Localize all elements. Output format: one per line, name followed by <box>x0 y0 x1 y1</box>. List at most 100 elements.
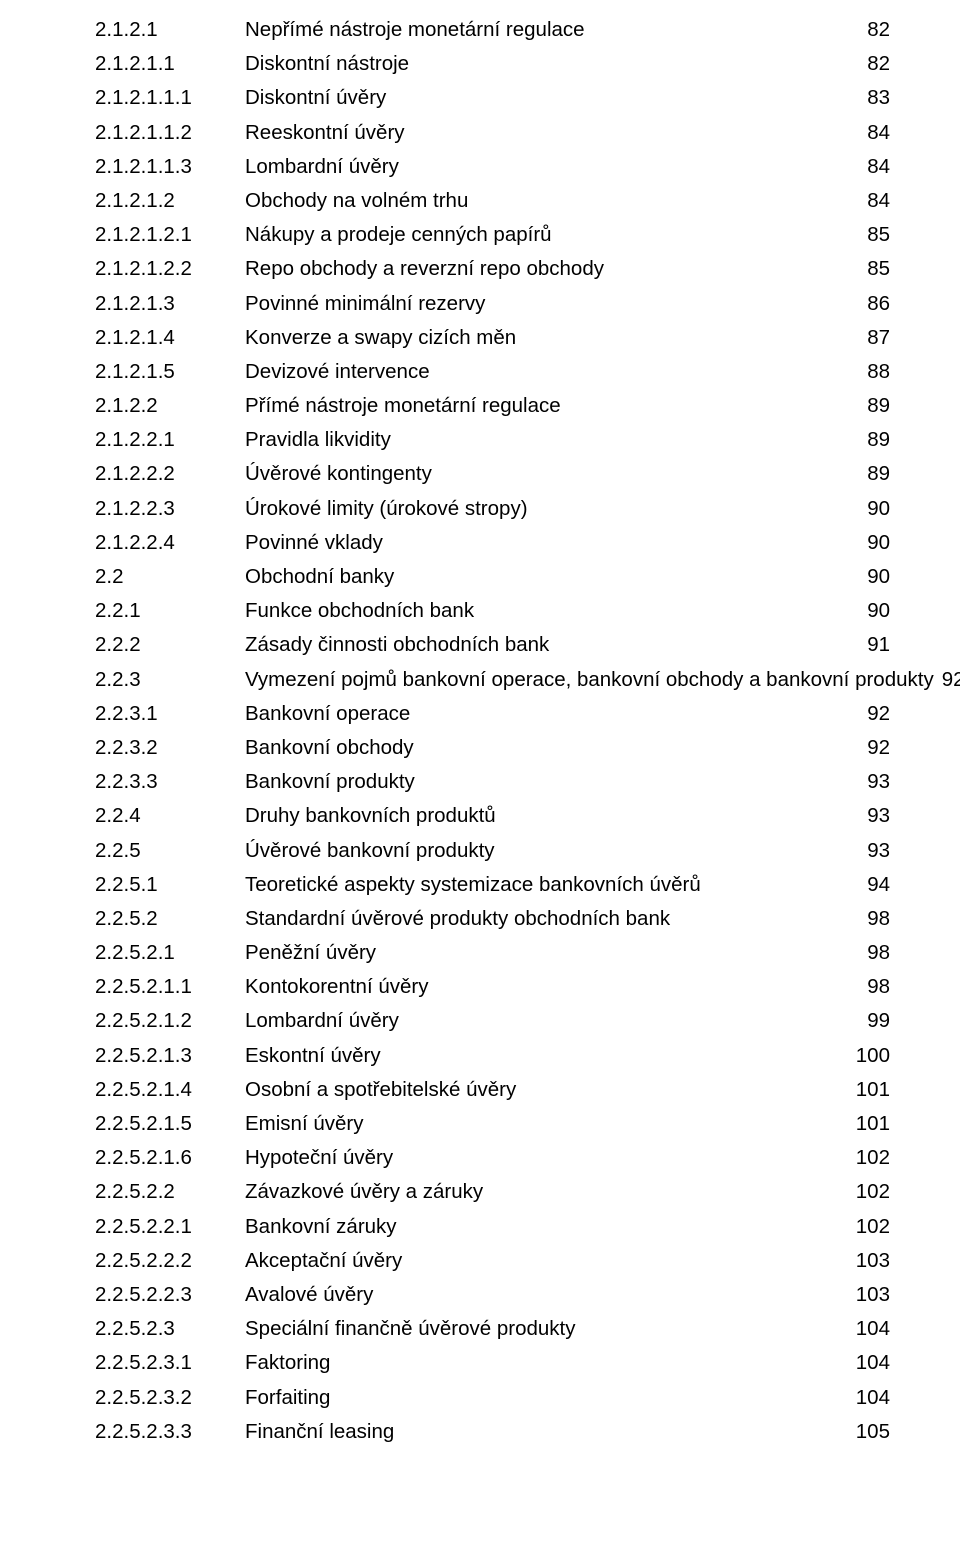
toc-section-number: 2.2.5.2 <box>95 909 245 930</box>
toc-row: 2.2.5.2.2Závazkové úvěry a záruky102 <box>95 1182 890 1203</box>
toc-row: 2.2.5.1Teoretické aspekty systemizace ba… <box>95 875 890 896</box>
toc-page-number: 103 <box>852 1285 890 1306</box>
toc-row: 2.1.2.1Nepřímé nástroje monetární regula… <box>95 20 890 41</box>
toc-section-title: Forfaiting <box>245 1388 330 1409</box>
toc-section-title: Bankovní obchody <box>245 738 414 759</box>
toc-section-title: Diskontní úvěry <box>245 88 386 109</box>
toc-page-number: 84 <box>863 191 890 212</box>
toc-page-number: 86 <box>863 294 890 315</box>
toc-row: 2.2.3.3Bankovní produkty93 <box>95 772 890 793</box>
toc-section-title: Bankovní operace <box>245 704 410 725</box>
toc-page-number: 98 <box>863 943 890 964</box>
toc-section-number: 2.2.5.2.2.1 <box>95 1217 245 1238</box>
toc-row: 2.1.2.1.1.3Lombardní úvěry84 <box>95 157 890 178</box>
toc-section-number: 2.2 <box>95 567 245 588</box>
toc-section-number: 2.2.3.1 <box>95 704 245 725</box>
toc-section-title: Konverze a swapy cizích měn <box>245 328 516 349</box>
toc-section-title: Emisní úvěry <box>245 1114 363 1135</box>
toc-section-number: 2.1.2.2.2 <box>95 464 245 485</box>
toc-page-number: 90 <box>863 567 890 588</box>
toc-section-title: Akceptační úvěry <box>245 1251 402 1272</box>
toc-page-number: 82 <box>863 54 890 75</box>
toc-section-title: Teoretické aspekty systemizace bankovníc… <box>245 875 701 896</box>
toc-page-number: 104 <box>852 1319 890 1340</box>
toc-section-number: 2.1.2.2.1 <box>95 430 245 451</box>
toc-row: 2.1.2.2.3Úrokové limity (úrokové stropy)… <box>95 499 890 520</box>
toc-section-number: 2.2.5.2.3.1 <box>95 1353 245 1374</box>
toc-row: 2.1.2.1.1.2Reeskontní úvěry84 <box>95 123 890 144</box>
toc-section-title: Funkce obchodních bank <box>245 601 474 622</box>
toc-section-number: 2.2.5.2.1.3 <box>95 1046 245 1067</box>
toc-page-number: 88 <box>863 362 890 383</box>
toc-section-number: 2.1.2.1.1.1 <box>95 88 245 109</box>
toc-page-number: 94 <box>863 875 890 896</box>
toc-section-title: Pravidla likvidity <box>245 430 391 451</box>
toc-row: 2.2.5.2.1.1Kontokorentní úvěry98 <box>95 977 890 998</box>
toc-page-number: 91 <box>863 635 890 656</box>
toc-page-number: 93 <box>863 841 890 862</box>
toc-page-number: 90 <box>863 499 890 520</box>
toc-page-number: 90 <box>863 601 890 622</box>
toc-section-number: 2.1.2.1.1.3 <box>95 157 245 178</box>
toc-row: 2.1.2.1.1Diskontní nástroje82 <box>95 54 890 75</box>
toc-section-title: Nákupy a prodeje cenných papírů <box>245 225 552 246</box>
toc-section-number: 2.2.3.3 <box>95 772 245 793</box>
toc-row: 2.2.5.2.3.2Forfaiting104 <box>95 1388 890 1409</box>
toc-page-number: 84 <box>863 123 890 144</box>
toc-row: 2.1.2.1.3Povinné minimální rezervy 86 <box>95 294 890 315</box>
toc-section-number: 2.2.5.2.2 <box>95 1182 245 1203</box>
toc-row: 2.1.2.1.2.1Nákupy a prodeje cenných papí… <box>95 225 890 246</box>
toc-page-number: 89 <box>863 430 890 451</box>
toc-section-number: 2.1.2.2.3 <box>95 499 245 520</box>
toc-page-number: 101 <box>852 1080 890 1101</box>
toc-row: 2.1.2.2.2Úvěrové kontingenty89 <box>95 464 890 485</box>
toc-section-number: 2.2.5.2.1.5 <box>95 1114 245 1135</box>
toc-section-number: 2.1.2.1.3 <box>95 294 245 315</box>
toc-page-number: 85 <box>863 225 890 246</box>
toc-section-title: Vymezení pojmů bankovní operace, bankovn… <box>245 670 934 691</box>
toc-section-title: Úvěrové kontingenty <box>245 464 432 485</box>
toc-section-number: 2.2.4 <box>95 806 245 827</box>
toc-row: 2.2.2Zásady činnosti obchodních bank91 <box>95 635 890 656</box>
toc-section-number: 2.1.2.1.1 <box>95 54 245 75</box>
toc-page-number: 98 <box>863 977 890 998</box>
toc-section-number: 2.2.3.2 <box>95 738 245 759</box>
toc-page-number: 100 <box>852 1046 890 1067</box>
toc-section-number: 2.1.2.2.4 <box>95 533 245 554</box>
toc-row: 2.1.2.1.2.2Repo obchody a reverzní repo … <box>95 259 890 280</box>
toc-row: 2.2.5.2.2.1Bankovní záruky102 <box>95 1217 890 1238</box>
toc-row: 2.2Obchodní banky90 <box>95 567 890 588</box>
toc-row: 2.1.2.2.1Pravidla likvidity 89 <box>95 430 890 451</box>
toc-section-title: Standardní úvěrové produkty obchodních b… <box>245 909 670 930</box>
toc-section-number: 2.1.2.1.4 <box>95 328 245 349</box>
toc-section-number: 2.2.5 <box>95 841 245 862</box>
toc-row: 2.1.2.2.4Povinné vklady90 <box>95 533 890 554</box>
toc-section-number: 2.2.5.2.2.2 <box>95 1251 245 1272</box>
toc-section-number: 2.1.2.1 <box>95 20 245 41</box>
toc-section-number: 2.2.1 <box>95 601 245 622</box>
toc-section-title: Zásady činnosti obchodních bank <box>245 635 549 656</box>
toc-section-title: Hypoteční úvěry <box>245 1148 393 1169</box>
toc-section-number: 2.1.2.1.5 <box>95 362 245 383</box>
toc-section-title: Povinné minimální rezervy <box>245 294 485 315</box>
toc-row: 2.1.2.1.1.1Diskontní úvěry83 <box>95 88 890 109</box>
toc-section-title: Peněžní úvěry <box>245 943 376 964</box>
toc-section-title: Druhy bankovních produktů <box>245 806 496 827</box>
toc-row: 2.2.5.2.1.5Emisní úvěry101 <box>95 1114 890 1135</box>
toc-section-title: Devizové intervence <box>245 362 430 383</box>
toc-row: 2.2.5.2.1.2Lombardní úvěry99 <box>95 1011 890 1032</box>
toc-section-title: Povinné vklady <box>245 533 383 554</box>
toc-row: 2.2.5.2.3Speciální finančně úvěrové prod… <box>95 1319 890 1340</box>
toc-section-number: 2.2.5.1 <box>95 875 245 896</box>
toc-page-number: 103 <box>852 1251 890 1272</box>
toc-section-title: Bankovní produkty <box>245 772 415 793</box>
toc-page-number: 92 <box>938 670 960 691</box>
toc-row: 2.2.4Druhy bankovních produktů 93 <box>95 806 890 827</box>
toc-section-title: Obchody na volném trhu <box>245 191 468 212</box>
toc-row: 2.2.5Úvěrové bankovní produkty93 <box>95 841 890 862</box>
toc-page-number: 93 <box>863 806 890 827</box>
toc-section-title: Faktoring <box>245 1353 330 1374</box>
toc-section-title: Kontokorentní úvěry <box>245 977 428 998</box>
toc-page-number: 105 <box>852 1422 890 1443</box>
toc-row: 2.2.5.2.1Peněžní úvěry98 <box>95 943 890 964</box>
